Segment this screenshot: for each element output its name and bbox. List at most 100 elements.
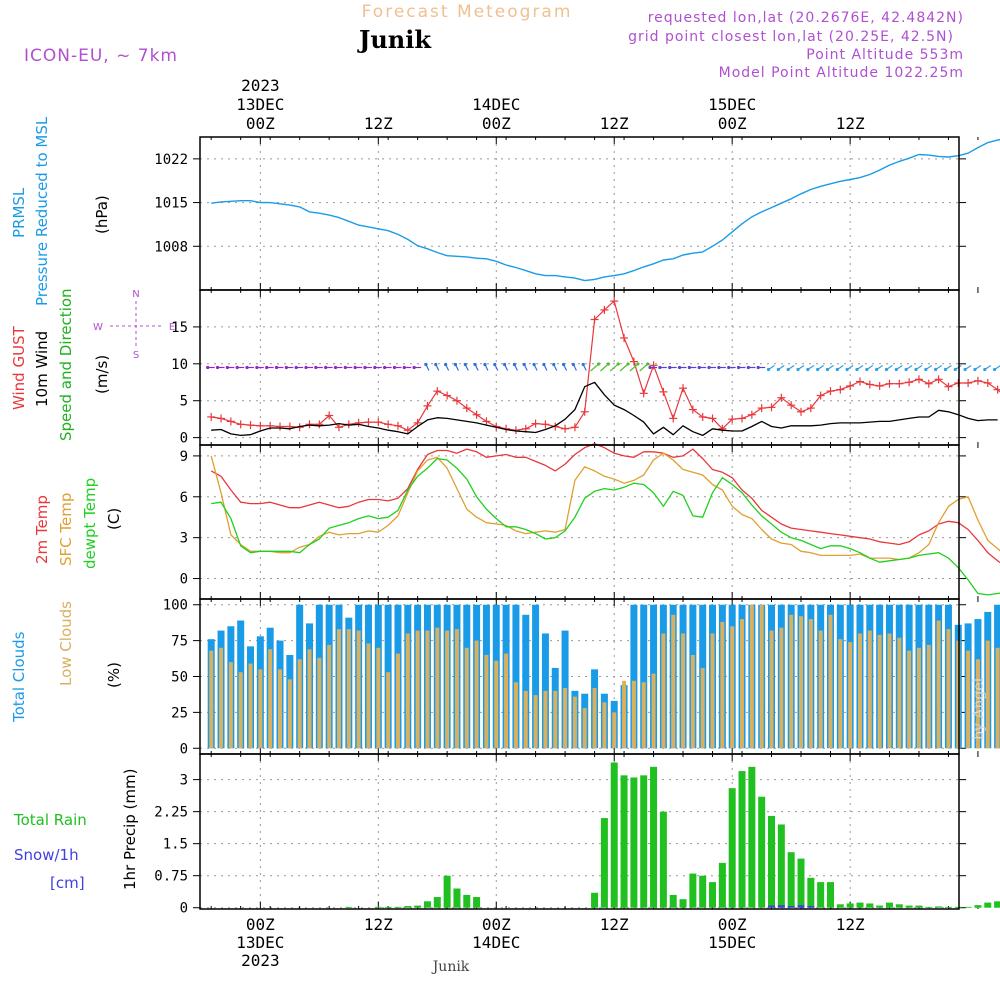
low-clouds-bar xyxy=(238,672,243,749)
rain-bar xyxy=(620,775,628,908)
gust-marker xyxy=(561,424,570,433)
top-day-label: 15DEC xyxy=(708,95,756,114)
rain-bar xyxy=(443,875,451,908)
snow-bar xyxy=(797,905,805,908)
temperature-panel: 0 3 6 9 xyxy=(180,445,979,599)
gust-marker xyxy=(443,391,452,400)
wind-direction-arrow xyxy=(333,365,343,370)
gust-marker xyxy=(679,384,688,393)
bottom-time-label: 12Z xyxy=(600,915,629,934)
gust-marker xyxy=(806,404,815,413)
low-clouds-bar xyxy=(985,640,990,749)
rain-bar xyxy=(797,858,805,908)
clouds-ytick-label: 25 xyxy=(171,705,188,721)
rain-bar xyxy=(709,882,717,908)
gust-marker xyxy=(364,418,373,427)
low-clouds-bar xyxy=(258,669,263,749)
gust-marker xyxy=(924,379,933,388)
wind-direction-arrow xyxy=(532,362,538,371)
wind-direction-arrow xyxy=(434,362,440,371)
precip-ytick-label: 0.75 xyxy=(154,869,188,885)
low-clouds-bar xyxy=(907,650,912,749)
total-clouds-bar xyxy=(512,604,520,749)
gust-marker xyxy=(669,414,678,423)
low-clouds-bar xyxy=(425,630,430,749)
gust-marker xyxy=(207,412,216,421)
wind-direction-arrow xyxy=(324,365,333,370)
low-clouds-bar xyxy=(769,630,774,749)
low-clouds-bar xyxy=(248,663,253,749)
wind-direction-arrow xyxy=(865,365,874,372)
wind-direction-arrow xyxy=(707,365,717,370)
gust-marker xyxy=(580,407,589,416)
wind-direction-arrow xyxy=(304,365,313,370)
low-clouds-bar xyxy=(209,650,214,749)
compass-rose: N S W E xyxy=(93,289,175,361)
credit-watermark: by Angel xyxy=(971,677,987,740)
wind-direction-arrow xyxy=(392,365,402,370)
compass-north: N xyxy=(132,289,139,300)
compass-west: W xyxy=(93,322,103,333)
top-day-label: 13DEC xyxy=(236,95,284,114)
rain-bar xyxy=(876,905,884,908)
rain-bar xyxy=(856,902,864,908)
low-clouds-bar xyxy=(631,680,636,749)
low-clouds-bar xyxy=(966,650,971,749)
precip-panel: 0 0.75 1.5 2.25 3 xyxy=(154,754,979,917)
low-clouds-bar xyxy=(543,690,548,749)
bottom-time-label: 00Z xyxy=(246,915,275,934)
low-clouds-bar xyxy=(887,633,892,749)
low-clouds-bar xyxy=(454,629,459,749)
wind-direction-arrow xyxy=(274,365,284,370)
gust-marker xyxy=(482,417,491,426)
low-clouds-bar xyxy=(435,627,440,749)
pressure-panel: 1008 1015 1022 xyxy=(154,137,979,290)
wind-direction-arrow xyxy=(503,362,509,371)
rain-bar xyxy=(768,815,776,908)
wind-direction-arrow xyxy=(343,365,353,370)
bottom-day-label: 14DEC xyxy=(472,933,520,952)
gust-marker xyxy=(413,418,422,427)
wind-direction-arrow xyxy=(402,365,412,370)
rain-bar xyxy=(374,906,382,908)
gust-marker xyxy=(777,393,786,402)
dewpt-label: dewpt Temp xyxy=(81,478,99,569)
gust-marker xyxy=(698,412,707,421)
wind-direction-arrow xyxy=(806,365,815,372)
wind-direction-arrow xyxy=(924,365,933,372)
low-clouds-bar xyxy=(219,647,224,749)
wind-direction-arrow xyxy=(697,365,707,370)
gust-marker xyxy=(983,379,992,387)
pressure-label-1: PRMSL xyxy=(10,187,28,238)
low-clouds-bar xyxy=(946,629,951,749)
gust-marker xyxy=(865,380,874,389)
wind-direction-arrow xyxy=(619,362,630,372)
pressure-frame xyxy=(199,136,960,291)
t2m-label: 2m Temp xyxy=(33,495,51,564)
low-clouds-bar xyxy=(572,696,577,749)
wind-direction-arrow xyxy=(483,362,489,371)
wind-direction-arrow xyxy=(953,365,962,372)
wind-direction-arrow xyxy=(835,365,844,372)
rain-bar xyxy=(964,906,972,908)
bottom-year-label: 2023 xyxy=(241,951,280,970)
gust-marker xyxy=(354,418,363,427)
low-clouds-bar xyxy=(513,682,518,749)
rain-bar xyxy=(728,788,736,908)
wind-direction-arrow xyxy=(629,362,640,372)
rain-bar xyxy=(758,796,766,908)
temperature-ytick-label: 3 xyxy=(180,531,188,547)
low-clouds-bar xyxy=(877,634,882,749)
wind-direction-arrow xyxy=(235,365,245,370)
wind-direction-arrow xyxy=(825,365,834,372)
wind-direction-arrow xyxy=(245,365,255,370)
top-year-label: 2023 xyxy=(241,76,280,95)
low-clouds-bar xyxy=(494,660,499,749)
wind-direction-arrow xyxy=(677,365,687,370)
wind-direction-arrow xyxy=(444,362,450,371)
rain-bar xyxy=(718,862,726,908)
wind-direction-arrow xyxy=(855,365,864,372)
gust-marker xyxy=(570,423,579,432)
